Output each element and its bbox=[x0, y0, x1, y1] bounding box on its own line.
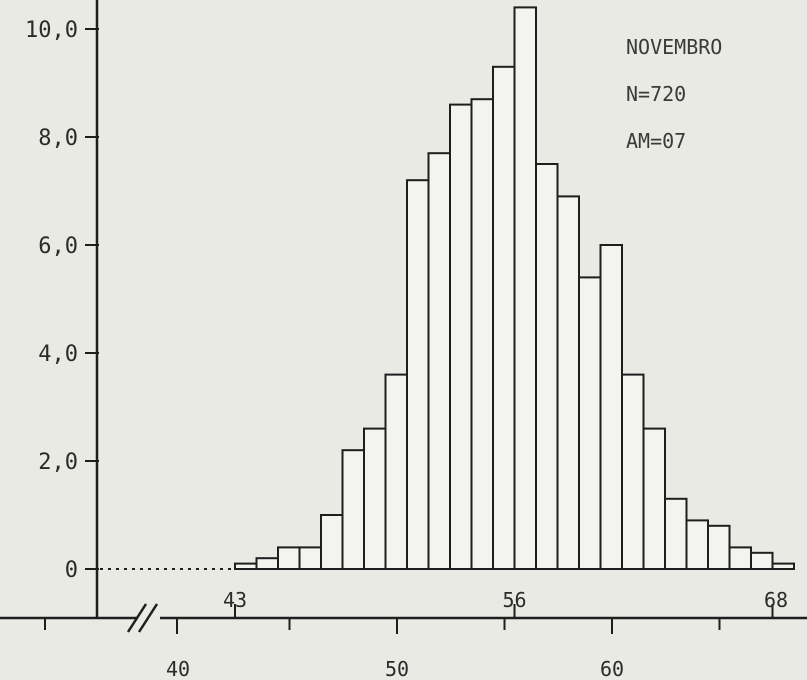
histogram-bar bbox=[664, 497, 688, 570]
histogram-bar bbox=[449, 103, 473, 570]
bars-group bbox=[234, 6, 795, 571]
histogram-bar bbox=[298, 546, 322, 571]
histogram-bar bbox=[277, 546, 301, 571]
histogram-bar bbox=[750, 551, 774, 570]
histogram-bar bbox=[685, 519, 709, 571]
y-tick-label: 6,0 bbox=[38, 234, 78, 259]
annotation-n: N=720 bbox=[626, 82, 686, 106]
y-ticks-group: 10,0 8,0 6,0 4,0 2,0 0 bbox=[25, 18, 99, 583]
histogram-bar bbox=[492, 65, 516, 571]
histogram-bar bbox=[642, 427, 666, 570]
x-outer-label: 40 bbox=[166, 657, 190, 680]
histogram-bar bbox=[406, 179, 430, 570]
y-tick-label: 10,0 bbox=[25, 18, 78, 43]
x-ticks-group: 43 56 68 40 50 60 bbox=[44, 588, 788, 680]
histogram-bar bbox=[384, 373, 408, 570]
histogram-bar bbox=[578, 276, 602, 570]
histogram-bar bbox=[707, 524, 731, 570]
annotation-am: AM=07 bbox=[626, 129, 686, 153]
y-tick-label: 8,0 bbox=[38, 126, 78, 151]
axis-break-mark bbox=[137, 603, 159, 633]
x-inner-label: 43 bbox=[223, 588, 247, 612]
histogram-bar bbox=[470, 98, 494, 570]
x-inner-label: 68 bbox=[764, 588, 788, 612]
x-outer-label: 60 bbox=[600, 657, 624, 680]
histogram-bar bbox=[535, 163, 559, 570]
histogram-bar bbox=[621, 373, 645, 570]
histogram-bar bbox=[556, 195, 580, 570]
histogram-bar bbox=[255, 557, 279, 571]
histogram-bar bbox=[341, 449, 365, 571]
histogram-bar bbox=[234, 562, 258, 570]
y-tick-label: 2,0 bbox=[38, 450, 78, 475]
histogram-bar bbox=[363, 427, 387, 570]
histogram-bar bbox=[771, 562, 795, 570]
x-inner-label: 56 bbox=[502, 588, 526, 612]
annotation-month: NOVEMBRO bbox=[626, 35, 722, 59]
axis-break-mark bbox=[126, 603, 148, 633]
histogram-bar bbox=[513, 6, 537, 570]
histogram-bar bbox=[599, 244, 623, 570]
histogram-bar bbox=[427, 152, 451, 570]
histogram-bar bbox=[320, 514, 344, 570]
histogram-bar bbox=[728, 546, 752, 571]
x-outer-label: 50 bbox=[385, 657, 409, 680]
y-tick-label: 4,0 bbox=[38, 342, 78, 367]
y-tick-label: 0 bbox=[65, 558, 78, 583]
